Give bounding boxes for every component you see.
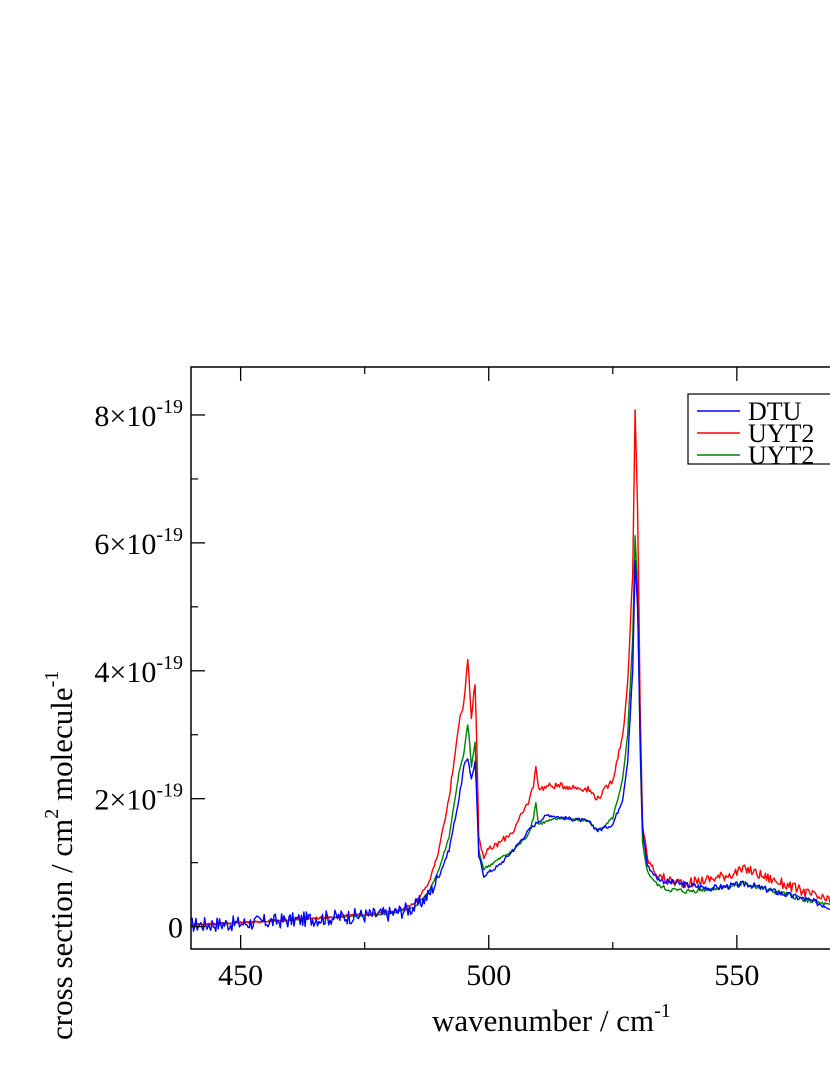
- legend-label-1: UYT2: [748, 419, 814, 448]
- y-tick-label: 2×10-19: [94, 780, 183, 817]
- y-tick-label: 4×10-19: [94, 652, 183, 689]
- series-line-2: [191, 535, 830, 926]
- y-tick-label: 0: [168, 912, 183, 945]
- x-tick-label: 450: [218, 959, 263, 992]
- plot-frame: [190, 366, 830, 950]
- y-tick-label: 6×10-19: [94, 524, 183, 561]
- axis-ticks: [191, 367, 738, 949]
- y-tick-label: 8×10-19: [94, 396, 183, 433]
- x-axis-label: wavenumber / cm-1: [432, 1000, 671, 1038]
- legend-label-2: UYT2: [748, 441, 814, 470]
- legend-box: [687, 393, 830, 465]
- legend-label-0: DTU: [748, 397, 802, 426]
- series-line-1: [191, 409, 830, 927]
- series-line-0: [191, 560, 830, 932]
- series-layer: [191, 409, 830, 932]
- axis-tick-labels: 450 500 550 0 2×10-19 4×10-19 6×10-19 8×10-19: [94, 396, 759, 992]
- x-tick-label: 500: [466, 959, 511, 992]
- x-tick-label: 550: [714, 959, 759, 992]
- y-axis-label: cross section / cm2 molecule-1: [41, 671, 79, 1040]
